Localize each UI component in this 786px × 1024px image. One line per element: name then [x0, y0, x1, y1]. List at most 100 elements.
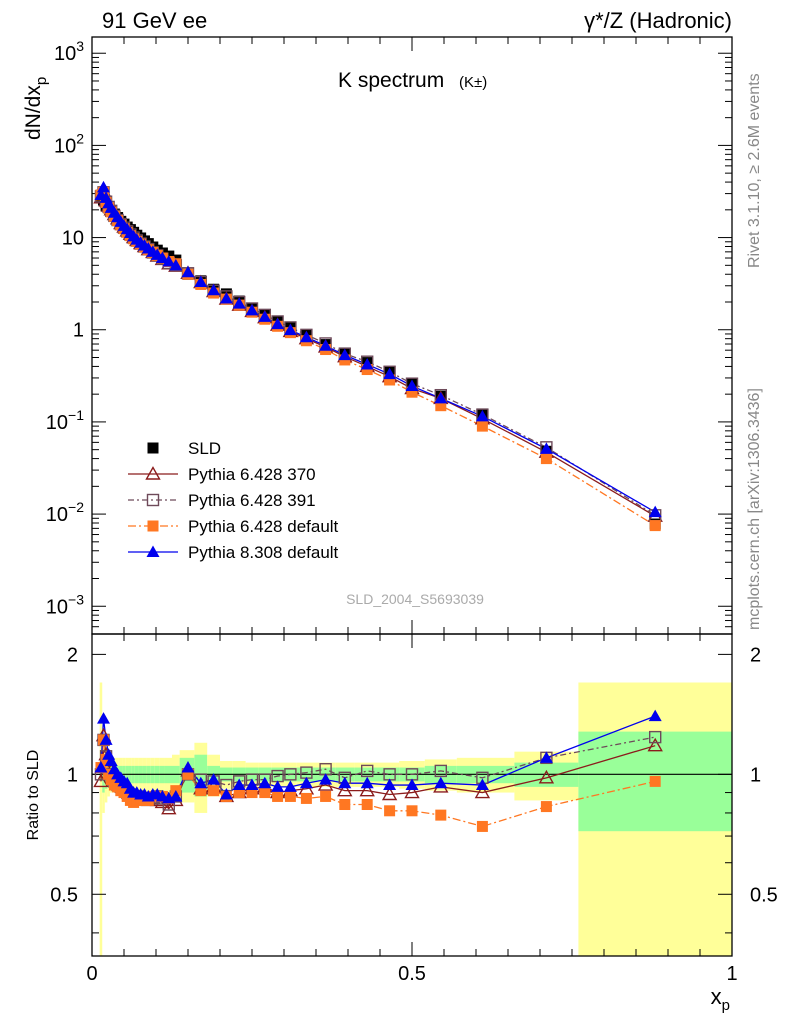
data-point-main: [649, 520, 661, 532]
y-axis-label: dN/dxp: [22, 77, 50, 140]
data-point-ratio: [649, 775, 661, 787]
header-left: 91 GeV ee: [102, 8, 207, 33]
y-tick-label: 10−1: [46, 407, 84, 434]
x-tick-label: 0: [86, 963, 97, 985]
data-point-ratio: [283, 780, 297, 792]
data-point-ratio: [272, 790, 284, 802]
data-point-ratio: [434, 764, 447, 778]
data-point-ratio: [259, 787, 271, 799]
data-point-main: [338, 348, 352, 361]
band-yellow-bin: [99, 682, 103, 956]
series-line-main: [100, 185, 656, 513]
data-point-ratio: [97, 712, 111, 724]
legend-marker: [146, 545, 160, 557]
y-tick-label: 1: [73, 320, 84, 342]
mcplots-label: mcplots.cern.ch [arXiv:1306.3436]: [746, 388, 763, 630]
data-point-ratio: [361, 799, 373, 811]
data-point-main: [194, 275, 208, 287]
data-point-main: [219, 292, 233, 304]
data-point-ratio: [258, 776, 272, 789]
ratio-y-tick-label-right: 2: [750, 644, 761, 666]
data-point-ratio: [647, 737, 663, 752]
y-tick-label: 10−2: [46, 499, 84, 526]
ratio-y-tick-label-right: 1: [750, 764, 761, 786]
data-point-ratio: [219, 787, 233, 800]
data-point-ratio: [405, 778, 419, 791]
data-point-ratio: [93, 773, 109, 788]
ratio-y-tick-label: 0.5: [50, 884, 78, 906]
ratio-y-tick-label-right: 0.5: [750, 884, 778, 906]
data-point-ratio: [648, 709, 662, 722]
data-point-ratio: [383, 778, 397, 791]
y-tick-label: 102: [54, 130, 84, 157]
data-point-main: [475, 409, 489, 422]
series-line-main: [100, 190, 656, 527]
data-point-ratio: [246, 787, 258, 799]
data-point-ratio: [384, 805, 396, 817]
data-point-ratio: [208, 785, 220, 797]
data-point-ratio: [194, 776, 208, 789]
ratio-y-axis-label: Ratio to SLD: [25, 750, 42, 841]
data-point-ratio: [539, 751, 553, 763]
data-point-main: [162, 255, 176, 267]
data-point-main: [406, 386, 418, 398]
data-point-ratio: [339, 799, 351, 811]
data-point-ratio: [245, 778, 259, 791]
ratio-uncertainty-bands: [92, 682, 732, 956]
data-point-ratio: [434, 776, 448, 789]
data-point-main: [539, 442, 553, 454]
data-point-main: [435, 400, 447, 412]
data-point-ratio: [169, 789, 183, 802]
series-line-main: [100, 188, 656, 517]
data-point-ratio: [299, 776, 313, 789]
ratio-y-tick-label: 1: [67, 764, 78, 786]
data-point-main: [319, 339, 333, 351]
x-tick-label: 0.5: [398, 963, 426, 985]
legend-marker: [147, 520, 159, 532]
data-point-main: [207, 283, 221, 296]
data-point-main: [283, 323, 297, 336]
data-point-main: [540, 453, 552, 465]
legend: SLD Pythia 6.428 370 Pythia 6.428 391 Pythi…: [128, 439, 339, 562]
legend-label: SLD: [188, 439, 221, 458]
data-point-main: [97, 180, 111, 193]
data-point-ratio: [474, 784, 491, 799]
data-point-ratio: [476, 820, 488, 832]
data-point-main: [405, 379, 419, 392]
header-right: γ*/Z (Hadronic): [584, 8, 732, 33]
data-point-ratio: [540, 801, 552, 813]
data-point-ratio: [381, 786, 398, 801]
legend-label: Pythia 6.428 370: [188, 465, 316, 484]
series-lines: [100, 185, 656, 828]
data-point-ratio: [271, 780, 285, 792]
data-point-main: [648, 505, 662, 518]
data-point-main: [361, 364, 373, 376]
data-point-ratio: [406, 805, 418, 817]
x-tick-label: 1: [726, 963, 737, 985]
legend-label: Pythia 8.308 default: [188, 543, 339, 562]
legend-label: Pythia 6.428 default: [188, 517, 339, 536]
data-point-ratio: [361, 764, 374, 778]
plot-label-sub: (K±): [459, 74, 487, 91]
data-point-ratio: [232, 778, 246, 791]
data-point-ratio: [181, 761, 195, 773]
data-point-ratio: [359, 782, 375, 797]
plot-label: K spectrum: [338, 69, 444, 92]
x-axis-label: xp: [711, 984, 730, 1014]
data-point-main: [383, 367, 397, 380]
data-point-ratio: [284, 768, 297, 781]
data-point-ratio: [649, 730, 662, 744]
data-point-main: [169, 258, 183, 271]
data-point-ratio: [207, 773, 221, 785]
legend-marker: [147, 442, 159, 454]
data-point-main: [271, 317, 285, 330]
data-point-ratio: [538, 769, 555, 784]
data-point-main: [181, 265, 195, 278]
data-point-ratio: [404, 784, 420, 799]
data-point-ratio: [300, 792, 312, 804]
data-point-main: [232, 297, 246, 309]
ratio-y-tick-label: 2: [67, 644, 78, 666]
legend-marker: [145, 466, 161, 480]
data-point-main: [476, 420, 488, 432]
